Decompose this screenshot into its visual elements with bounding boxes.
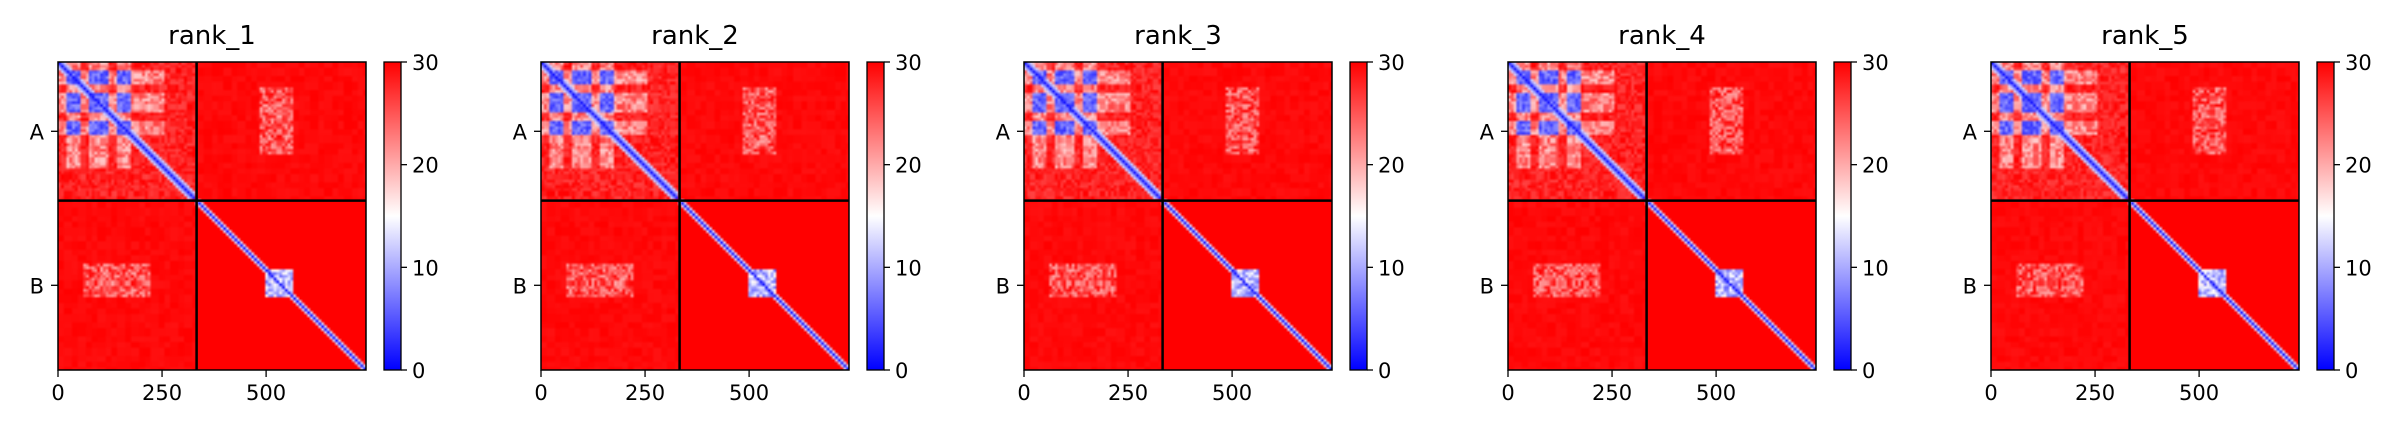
axes-frame xyxy=(1023,61,1333,371)
axes-frame xyxy=(1507,61,1817,371)
pae-heatmap xyxy=(1991,62,2299,370)
colorbar-frame xyxy=(1349,61,1368,371)
chain-label: B xyxy=(1963,274,1977,298)
colorbar xyxy=(867,62,884,370)
x-tick-label: 250 xyxy=(1108,381,1148,405)
chain-label: B xyxy=(30,274,44,298)
panel-4 xyxy=(1501,61,1857,377)
panel-title: rank_3 xyxy=(1134,21,1222,51)
chain-label: A xyxy=(30,120,45,144)
chain-label: B xyxy=(1480,274,1494,298)
colorbar-tick-label: 10 xyxy=(895,256,922,280)
panel-title: rank_2 xyxy=(651,21,739,51)
pae-heatmap xyxy=(541,62,849,370)
colorbar-tick-label: 10 xyxy=(2345,256,2372,280)
colorbar-tick-label: 30 xyxy=(412,51,439,75)
panel-title: rank_4 xyxy=(1618,21,1706,51)
panel-title: rank_5 xyxy=(2101,21,2189,51)
colorbar-frame xyxy=(1833,61,1852,371)
colorbar xyxy=(1834,62,1851,370)
panel-5 xyxy=(1984,61,2340,377)
x-tick-label: 500 xyxy=(1212,381,1252,405)
chain-label: B xyxy=(513,274,527,298)
x-tick-label: 0 xyxy=(1017,381,1030,405)
axes-frame xyxy=(57,61,367,371)
panel-1 xyxy=(51,61,407,377)
colorbar-tick-label: 10 xyxy=(1862,256,1889,280)
colorbar-frame xyxy=(383,61,402,371)
colorbar-tick-label: 30 xyxy=(2345,51,2372,75)
colorbar-tick-label: 20 xyxy=(1862,154,1889,178)
colorbar-tick-label: 30 xyxy=(1378,51,1405,75)
x-tick-label: 0 xyxy=(1984,381,1997,405)
colorbar-tick-label: 30 xyxy=(895,51,922,75)
panel-title: rank_1 xyxy=(168,21,256,51)
x-tick-label: 0 xyxy=(51,381,64,405)
pae-heatmap xyxy=(1024,62,1332,370)
axes-frame xyxy=(1990,61,2300,371)
panel-2 xyxy=(534,61,890,377)
chain-label: A xyxy=(1963,120,1978,144)
colorbar-tick-label: 10 xyxy=(412,256,439,280)
colorbar-tick-label: 0 xyxy=(1862,359,1875,383)
x-tick-label: 500 xyxy=(729,381,769,405)
x-tick-label: 250 xyxy=(625,381,665,405)
colorbar-frame xyxy=(866,61,885,371)
colorbar-frame xyxy=(2316,61,2335,371)
colorbar-tick-label: 20 xyxy=(412,154,439,178)
colorbar-tick-label: 0 xyxy=(2345,359,2358,383)
chain-label: A xyxy=(996,120,1011,144)
x-tick-label: 500 xyxy=(1696,381,1736,405)
chain-label: A xyxy=(513,120,528,144)
x-tick-label: 250 xyxy=(1592,381,1632,405)
colorbar xyxy=(1350,62,1367,370)
x-tick-label: 250 xyxy=(2075,381,2115,405)
colorbar-tick-label: 10 xyxy=(1378,256,1405,280)
colorbar-tick-label: 0 xyxy=(412,359,425,383)
axes-frame xyxy=(540,61,850,371)
colorbar xyxy=(384,62,401,370)
colorbar-tick-label: 20 xyxy=(1378,154,1405,178)
chain-label: B xyxy=(996,274,1010,298)
chain-label: A xyxy=(1480,120,1495,144)
colorbar xyxy=(2317,62,2334,370)
x-tick-label: 500 xyxy=(246,381,286,405)
colorbar-tick-label: 20 xyxy=(895,154,922,178)
colorbar-tick-label: 0 xyxy=(895,359,908,383)
x-tick-label: 500 xyxy=(2179,381,2219,405)
pae-heatmap xyxy=(58,62,366,370)
x-tick-label: 250 xyxy=(142,381,182,405)
colorbar-tick-label: 0 xyxy=(1378,359,1391,383)
panel-3 xyxy=(1017,61,1373,377)
x-tick-label: 0 xyxy=(1501,381,1514,405)
pae-heatmap xyxy=(1508,62,1816,370)
x-tick-label: 0 xyxy=(534,381,547,405)
colorbar-tick-label: 20 xyxy=(2345,154,2372,178)
colorbar-tick-label: 30 xyxy=(1862,51,1889,75)
